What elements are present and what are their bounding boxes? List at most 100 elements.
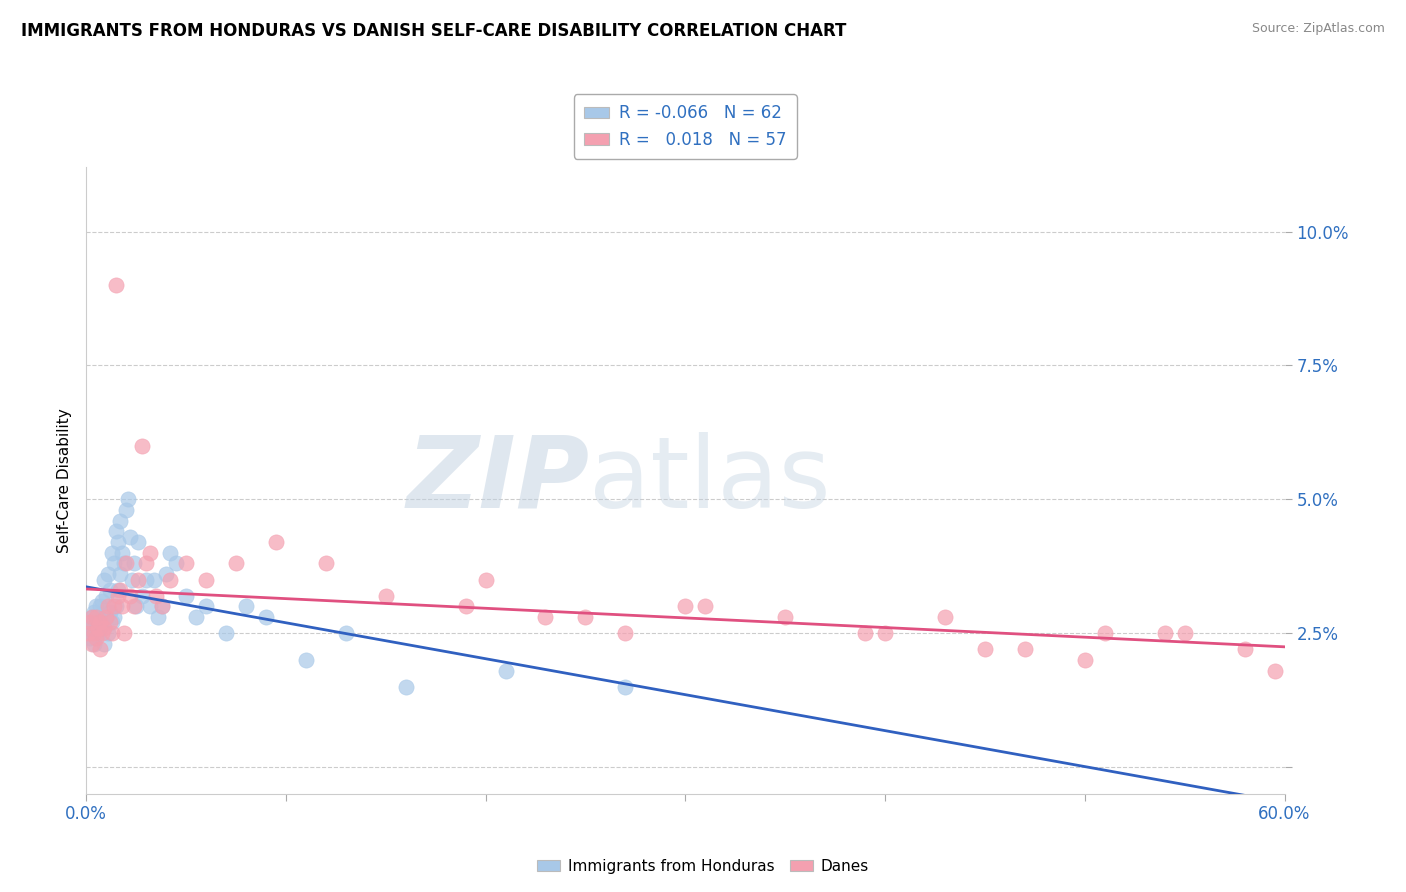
Point (159, 573, 181, 587)
Text: IMMIGRANTS FROM HONDURAS VS DANISH SELF-CARE DISABILITY CORRELATION CHART: IMMIGRANTS FROM HONDURAS VS DANISH SELF-… (21, 22, 846, 40)
Point (79, 632, 101, 646)
Point (135, 573, 157, 587)
Point (93, 637, 115, 651)
Point (101, 626, 124, 640)
Point (225, 557, 247, 571)
Point (254, 610, 277, 624)
Text: ZIP: ZIP (406, 432, 589, 529)
Point (83, 637, 105, 651)
Point (98, 615, 121, 630)
Point (165, 557, 187, 571)
Point (131, 589, 153, 603)
Point (91, 594, 114, 608)
Point (91, 626, 114, 640)
Point (80, 637, 103, 651)
Point (105, 599, 128, 614)
Point (87, 610, 110, 624)
Point (98, 605, 121, 619)
Point (145, 589, 167, 603)
Point (108, 567, 131, 582)
Point (1074, 653, 1097, 667)
Point (94, 610, 117, 624)
Point (80, 610, 103, 624)
Point (118, 530, 141, 544)
Point (77, 626, 100, 640)
Point (101, 546, 124, 560)
Point (103, 557, 125, 571)
Point (127, 573, 149, 587)
Point (1263, 664, 1285, 678)
Point (127, 535, 149, 549)
Point (94, 610, 117, 624)
Text: Source: ZipAtlas.com: Source: ZipAtlas.com (1251, 22, 1385, 36)
Y-axis label: Self-Care Disability: Self-Care Disability (58, 409, 72, 553)
Point (174, 589, 197, 603)
Point (93, 573, 115, 587)
Point (335, 626, 357, 640)
Point (614, 680, 637, 694)
Point (294, 653, 316, 667)
Point (94, 589, 117, 603)
Point (122, 557, 145, 571)
Point (474, 573, 496, 587)
Point (146, 610, 169, 624)
Point (103, 610, 125, 624)
Point (853, 626, 876, 640)
Point (150, 599, 173, 614)
Point (84, 610, 107, 624)
Text: atlas: atlas (589, 432, 831, 529)
Point (614, 626, 637, 640)
Point (194, 573, 217, 587)
Point (117, 492, 139, 507)
Point (97, 599, 120, 614)
Point (155, 567, 177, 582)
Point (159, 546, 181, 560)
Point (673, 599, 696, 614)
Point (574, 610, 596, 624)
Point (107, 583, 129, 598)
Point (83, 626, 105, 640)
Point (112, 557, 135, 571)
Point (1094, 626, 1116, 640)
Point (89, 599, 111, 614)
Point (97, 567, 120, 582)
Point (139, 599, 162, 614)
Point (121, 573, 143, 587)
Point (89, 615, 111, 630)
Point (80, 610, 103, 624)
Point (105, 524, 128, 539)
Point (773, 610, 796, 624)
Point (215, 626, 238, 640)
Point (111, 546, 134, 560)
Point (87, 621, 110, 635)
Point (695, 599, 717, 614)
Point (118, 589, 141, 603)
Point (108, 583, 131, 598)
Point (83, 605, 105, 619)
Point (974, 642, 997, 657)
Point (1174, 626, 1197, 640)
Point (395, 680, 418, 694)
Point (135, 557, 157, 571)
Point (150, 599, 173, 614)
Point (111, 599, 134, 614)
Point (235, 599, 257, 614)
Point (1014, 642, 1036, 657)
Legend: Immigrants from Honduras, Danes: Immigrants from Honduras, Danes (531, 853, 875, 880)
Point (79, 615, 101, 630)
Point (115, 557, 138, 571)
Point (105, 278, 128, 293)
Point (374, 589, 396, 603)
Point (108, 514, 131, 528)
Point (89, 621, 111, 635)
Point (264, 535, 287, 549)
Point (98, 583, 121, 598)
Point (107, 589, 129, 603)
Point (84, 632, 107, 646)
Point (103, 599, 125, 614)
Point (107, 535, 129, 549)
Legend: R = -0.066   N = 62, R =   0.018   N = 57: R = -0.066 N = 62, R = 0.018 N = 57 (574, 95, 797, 159)
Point (139, 546, 162, 560)
Point (174, 557, 197, 571)
Point (143, 573, 166, 587)
